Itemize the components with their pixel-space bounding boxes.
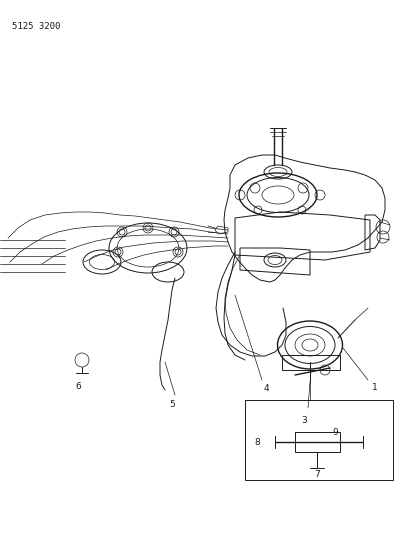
Bar	[245, 400, 393, 480]
Bar	[295, 432, 340, 452]
Text: 4: 4	[264, 384, 270, 393]
Text: 7: 7	[314, 470, 320, 479]
Text: 3: 3	[301, 416, 307, 425]
Text: 5: 5	[169, 400, 175, 409]
Text: 6: 6	[75, 382, 81, 391]
Text: 8: 8	[254, 438, 260, 447]
Text: 9: 9	[332, 428, 338, 437]
Text: 5125 3200: 5125 3200	[12, 22, 60, 31]
Text: 1: 1	[372, 383, 378, 392]
